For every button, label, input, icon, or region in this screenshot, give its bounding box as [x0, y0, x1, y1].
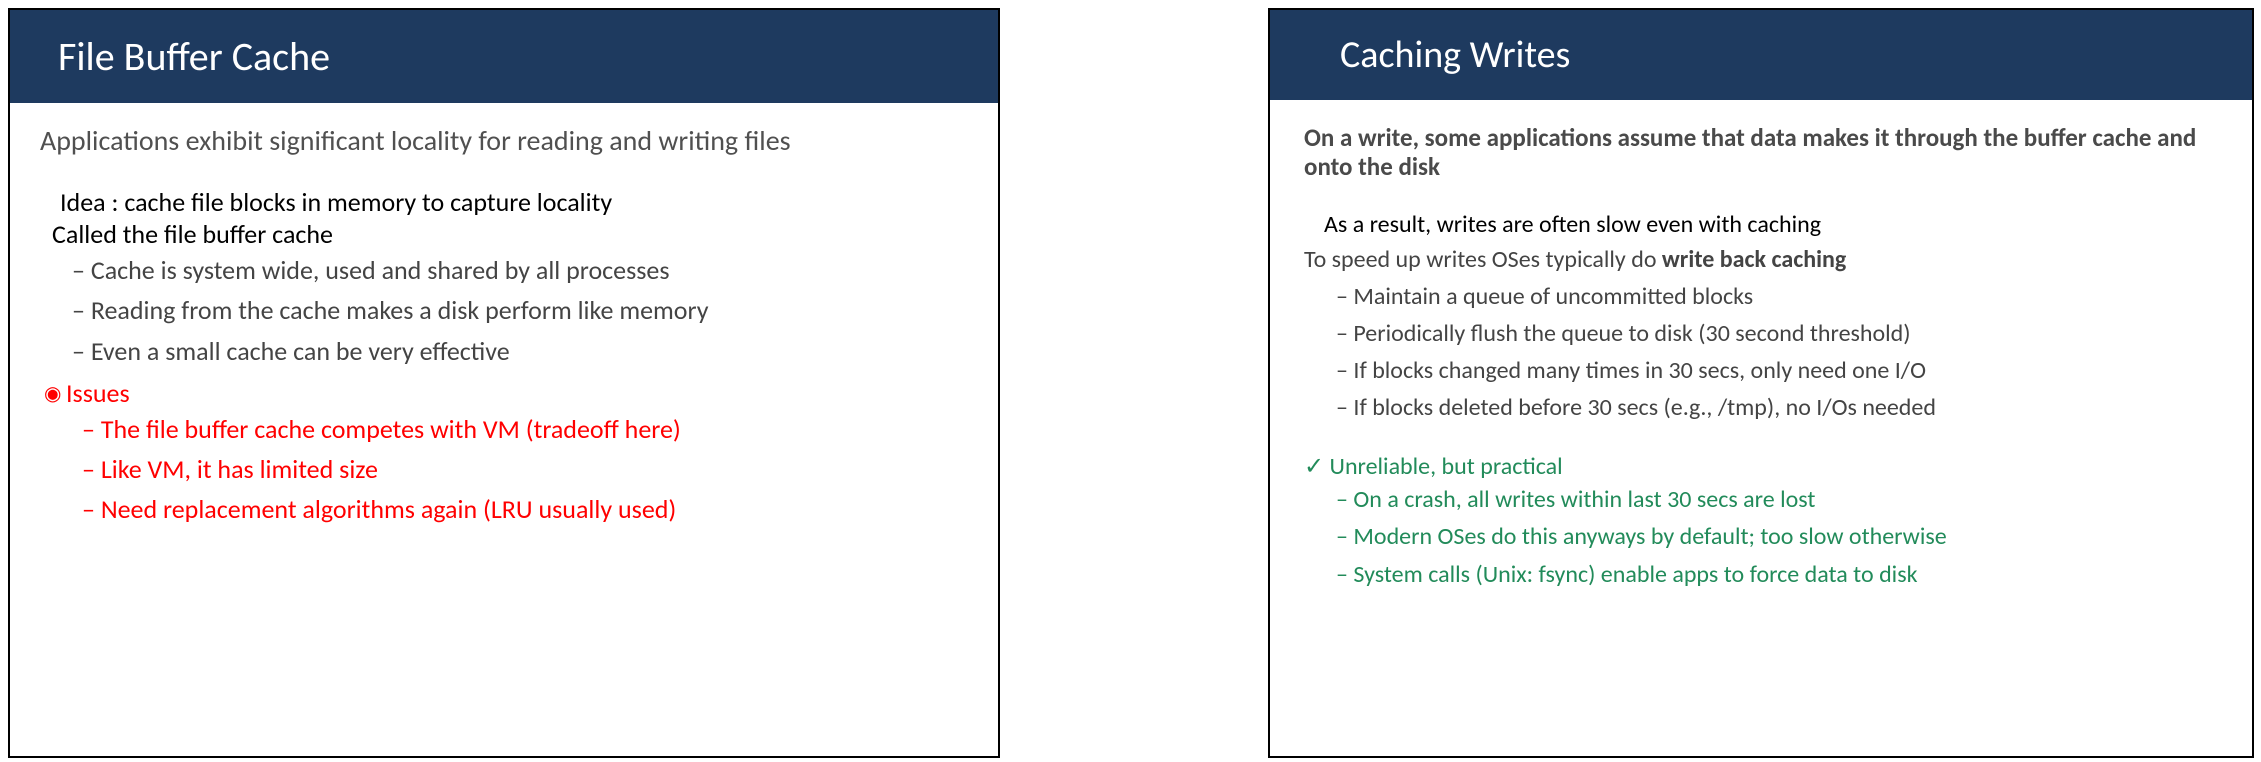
as-result-line: As a result, writes are often slow even …: [1304, 210, 2218, 239]
slide-file-buffer-cache: File Buffer Cache Applications exhibit s…: [8, 8, 1000, 758]
to-speed-line: To speed up writes OSes typically do wri…: [1304, 245, 2218, 274]
list-item: System calls (Unix: fsync) enable apps t…: [1336, 556, 2218, 593]
intro-text: Applications exhibit significant localit…: [40, 123, 968, 158]
to-speed-bold: write back caching: [1662, 245, 1846, 274]
unreliable-points-list: On a crash, all writes within last 30 se…: [1304, 481, 2218, 593]
list-item: Maintain a queue of uncommitted blocks: [1336, 278, 2218, 315]
slide-title-bar: Caching Writes: [1270, 10, 2252, 100]
list-item: On a crash, all writes within last 30 se…: [1336, 481, 2218, 518]
slide-title: File Buffer Cache: [58, 32, 330, 81]
issues-list: The file buffer cache competes with VM (…: [40, 409, 968, 530]
slide-title: Caching Writes: [1340, 32, 1570, 78]
slide-caching-writes: Caching Writes On a write, some applicat…: [1268, 8, 2254, 758]
list-item: The file buffer cache competes with VM (…: [82, 409, 968, 449]
slide-body: Applications exhibit significant localit…: [10, 103, 998, 550]
bold-intro: On a write, some applications assume tha…: [1304, 124, 2218, 182]
list-item: Need replacement algorithms again (LRU u…: [82, 489, 968, 529]
slide-title-bar: File Buffer Cache: [10, 10, 998, 103]
unreliable-header: Unreliable, but practical: [1304, 452, 2218, 481]
list-item: Cache is system wide, used and shared by…: [72, 250, 968, 290]
list-item: Reading from the cache makes a disk perf…: [72, 290, 968, 330]
list-item: If blocks deleted before 30 secs (e.g., …: [1336, 389, 2218, 426]
list-item: Like VM, it has limited size: [82, 449, 968, 489]
list-item: Even a small cache can be very effective: [72, 331, 968, 371]
issues-header: Issues: [40, 377, 968, 409]
slide-body: On a write, some applications assume tha…: [1270, 100, 2252, 613]
cache-points-list: Cache is system wide, used and shared by…: [40, 250, 968, 371]
list-item: Periodically flush the queue to disk (30…: [1336, 315, 2218, 352]
writeback-points-list: Maintain a queue of uncommitted blocks P…: [1304, 278, 2218, 427]
called-line: Called the file buffer cache: [40, 218, 968, 250]
idea-line: Idea : cache file blocks in memory to ca…: [40, 186, 968, 218]
list-item: Modern OSes do this anyways by default; …: [1336, 518, 2218, 555]
list-item: If blocks changed many times in 30 secs,…: [1336, 352, 2218, 389]
to-speed-prefix: To speed up writes OSes typically do: [1304, 245, 1662, 274]
